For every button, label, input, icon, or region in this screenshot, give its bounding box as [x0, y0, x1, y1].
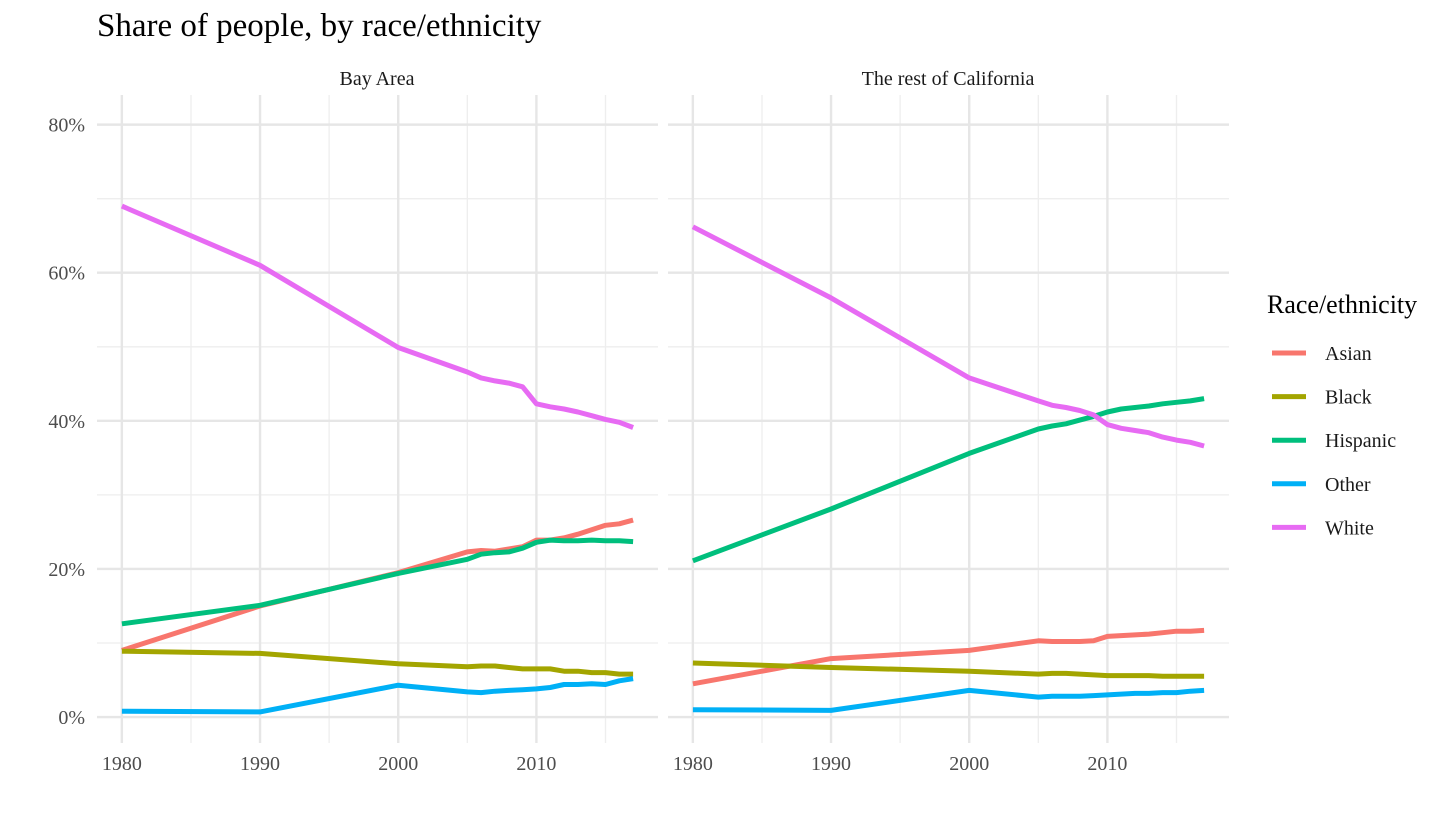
x-tick-label: 2000	[378, 753, 418, 775]
x-axis-tick-labels: 1980 1990 2000 2010	[102, 753, 557, 775]
panel-background	[97, 95, 658, 743]
series-line-white	[691, 224, 1205, 449]
x-tick-label: 2010	[516, 753, 556, 775]
legend-item-white: White	[1272, 517, 1374, 539]
x-tick-label: 2000	[949, 753, 989, 775]
series-lines	[120, 203, 634, 715]
series-line-other	[692, 687, 1205, 713]
x-tick-label: 1990	[240, 753, 280, 775]
legend-item-hispanic: Hispanic	[1272, 430, 1396, 452]
x-tick-label: 1980	[102, 753, 142, 775]
y-tick-label: 40%	[48, 411, 85, 433]
facet-panel-bay-area: Bay Area 1980 1990 2000 2010	[97, 68, 658, 775]
legend-label: White	[1325, 517, 1374, 539]
legend-item-asian: Asian	[1272, 343, 1372, 365]
series-line-white	[120, 203, 634, 430]
legend-item-other: Other	[1272, 474, 1371, 496]
series-line-asian	[692, 627, 1205, 687]
legend: Race/ethnicity Asian Black Hispanic Other Wh…	[1267, 290, 1417, 539]
legend-label: Asian	[1325, 343, 1372, 365]
facet-strip-label: The rest of California	[862, 68, 1035, 90]
series-line-black	[121, 648, 634, 677]
gridlines	[97, 95, 658, 743]
y-tick-label: 60%	[48, 263, 85, 285]
legend-label: Black	[1325, 387, 1372, 409]
x-axis-tick-labels: 1980 1990 2000 2010	[673, 753, 1128, 775]
y-tick-label: 80%	[48, 115, 85, 137]
x-tick-label: 1990	[811, 753, 851, 775]
legend-title: Race/ethnicity	[1267, 290, 1417, 319]
chart-title: Share of people, by race/ethnicity	[97, 8, 542, 44]
x-tick-label: 1980	[673, 753, 713, 775]
series-line-hispanic	[121, 537, 634, 627]
facet-strip-label: Bay Area	[340, 68, 415, 90]
x-tick-label: 2010	[1087, 753, 1127, 775]
y-axis-tick-labels: 0% 20% 40% 60% 80%	[48, 115, 85, 729]
legend-label: Hispanic	[1325, 430, 1396, 452]
legend-item-black: Black	[1272, 387, 1372, 409]
legend-label: Other	[1325, 474, 1371, 496]
y-tick-label: 20%	[48, 559, 85, 581]
series-line-hispanic	[692, 396, 1205, 564]
legend-items: Asian Black Hispanic Other White	[1272, 343, 1396, 539]
series-lines	[691, 224, 1205, 713]
series-line-black	[692, 660, 1205, 679]
panel-background	[668, 95, 1229, 743]
y-tick-label: 0%	[58, 707, 85, 729]
facet-panel-rest-of-california: The rest of California 1980 1990 2000 2010	[668, 68, 1229, 775]
series-line-other	[121, 676, 634, 715]
